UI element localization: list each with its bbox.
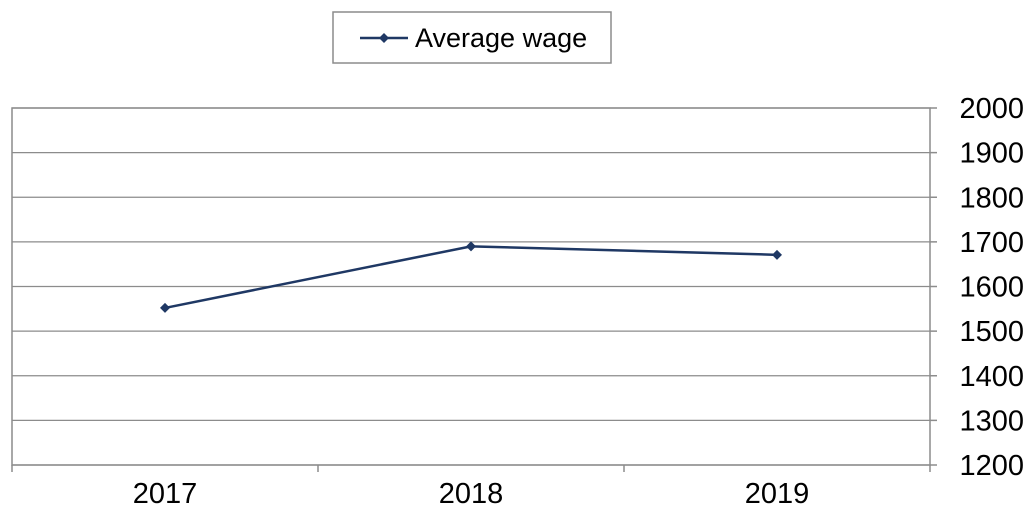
x-tick-label: 2019 [745, 478, 810, 510]
y-axis-labels: 2000 1900 1800 1700 1600 1500 1400 1300 1200 [959, 93, 1024, 482]
x-tick-label: 2017 [133, 478, 198, 510]
data-point-marker [160, 302, 170, 313]
legend-series-label: Average wage [415, 23, 587, 53]
series-layer [160, 241, 782, 313]
y-tick-label: 1400 [959, 361, 1024, 393]
y-tick-label: 1900 [959, 138, 1024, 170]
x-axis-ticks [11, 465, 931, 472]
y-tick-label: 1700 [959, 227, 1024, 259]
plot-area-frame [11, 107, 931, 466]
x-axis-labels: 2017 2018 2019 [133, 478, 810, 510]
legend: Average wage [332, 11, 612, 64]
x-tick-label: 2018 [439, 478, 504, 510]
y-tick-label: 2000 [959, 93, 1024, 125]
y-axis-ticks [930, 107, 937, 466]
y-tick-label: 1300 [959, 405, 1024, 437]
y-tick-label: 1600 [959, 272, 1024, 304]
gridlines [12, 107, 930, 466]
y-tick-label: 1200 [959, 450, 1024, 482]
data-point-marker [772, 249, 782, 260]
y-tick-label: 1500 [959, 316, 1024, 348]
data-point-marker [466, 241, 476, 252]
y-tick-label: 1800 [959, 182, 1024, 214]
legend-diamond-marker-icon [379, 33, 389, 43]
